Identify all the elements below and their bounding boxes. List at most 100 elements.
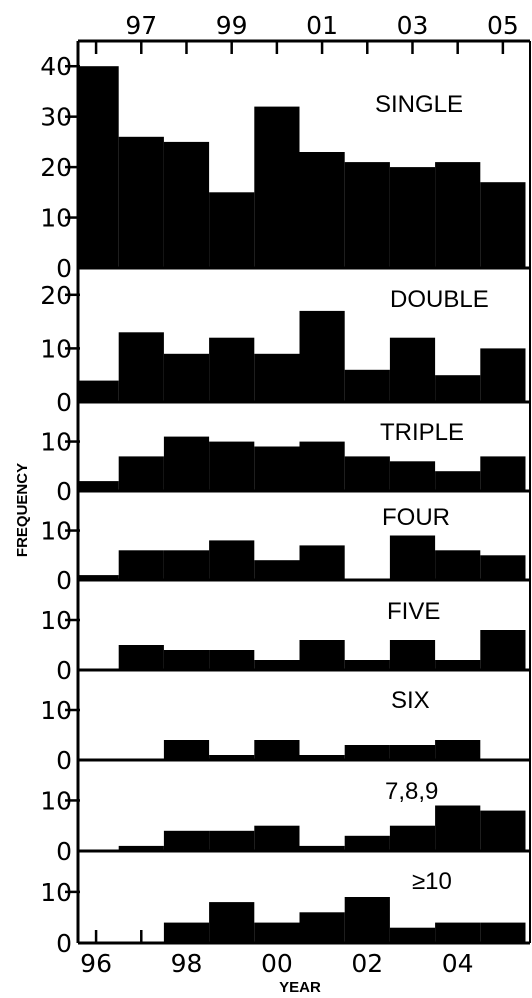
bar	[254, 446, 300, 491]
y-tick-label: 0	[56, 837, 72, 866]
x-tick-label-bottom: 98	[171, 949, 203, 978]
bar	[299, 845, 345, 851]
bar	[299, 755, 345, 760]
bar	[344, 745, 390, 760]
x-tick-label-bottom: 96	[80, 949, 112, 978]
bar	[78, 66, 119, 268]
panel-label: DOUBLE	[390, 286, 489, 313]
bar	[435, 375, 481, 402]
y-tick-label: 20	[40, 281, 72, 310]
bar	[299, 441, 345, 491]
bar	[344, 369, 390, 402]
panel-label: ≥10	[412, 868, 452, 895]
y-tick-label: 20	[40, 153, 72, 182]
y-tick-label: 0	[56, 929, 72, 958]
bar	[389, 825, 436, 851]
bar	[254, 353, 300, 402]
bar	[209, 192, 255, 268]
bar	[209, 650, 255, 670]
bar	[163, 650, 210, 670]
bar	[209, 755, 255, 760]
bar	[118, 645, 164, 670]
bar	[78, 380, 119, 402]
bar	[389, 745, 436, 760]
bar	[299, 545, 345, 580]
bar	[480, 182, 526, 268]
bar	[254, 825, 300, 851]
bar	[435, 805, 481, 851]
x-tick-label-top: 01	[306, 11, 338, 40]
x-tick-label-bottom: 04	[442, 949, 474, 978]
bar	[389, 640, 436, 670]
x-tick-label-top: 99	[216, 11, 248, 40]
y-tick-label: 0	[56, 566, 72, 595]
panel-label: FOUR	[382, 504, 450, 531]
bar	[344, 162, 390, 268]
bar	[480, 630, 526, 670]
bar	[435, 162, 481, 268]
bar	[163, 353, 210, 402]
panel-label: 7,8,9	[385, 778, 438, 805]
bar	[209, 337, 255, 402]
bar	[389, 337, 436, 402]
bar	[209, 441, 255, 491]
bar	[118, 136, 164, 268]
bar	[78, 575, 119, 580]
panel-label: SINGLE	[375, 91, 463, 118]
bar	[163, 436, 210, 491]
y-tick-label: 0	[56, 477, 72, 506]
y-tick-label: 10	[40, 786, 72, 815]
y-tick-label: 40	[40, 52, 72, 81]
bar	[118, 845, 164, 851]
bar	[299, 310, 345, 402]
ticks-layer	[65, 41, 505, 943]
bar	[163, 141, 210, 268]
x-tick-label-bottom: 02	[351, 949, 383, 978]
y-axis-title: FREQUENCY	[14, 463, 31, 557]
panel-label: TRIPLE	[380, 419, 464, 446]
y-tick-label: 0	[56, 254, 72, 283]
panel-label: SIX	[391, 687, 430, 714]
bar	[163, 550, 210, 580]
bar	[254, 106, 300, 268]
bar	[209, 830, 255, 851]
bar	[78, 481, 119, 491]
bar	[389, 535, 436, 580]
x-tick-label-top: 97	[125, 11, 157, 40]
bar	[344, 835, 390, 851]
bar	[480, 555, 526, 580]
bars-layer	[78, 66, 526, 943]
y-tick-label: 0	[56, 656, 72, 685]
y-tick-label: 10	[40, 517, 72, 546]
bar	[344, 456, 390, 491]
bar	[389, 461, 436, 491]
panel-label: FIVE	[387, 598, 440, 625]
x-tick-label-bottom: 00	[261, 949, 293, 978]
bar	[163, 740, 210, 760]
x-tick-label-top: 03	[397, 11, 429, 40]
bar	[480, 348, 526, 402]
bar	[163, 830, 210, 851]
bar	[480, 456, 526, 491]
bar	[389, 167, 436, 268]
bar	[344, 660, 390, 670]
bar	[118, 456, 164, 491]
y-tick-label: 10	[40, 606, 72, 635]
y-tick-label: 30	[40, 103, 72, 132]
y-tick-label: 10	[40, 878, 72, 907]
y-tick-label: 10	[40, 428, 72, 457]
bar	[118, 550, 164, 580]
y-tick-label: 0	[56, 388, 72, 417]
y-tick-label: 10	[40, 696, 72, 725]
bar	[254, 560, 300, 580]
y-tick-label: 0	[56, 746, 72, 775]
bar	[209, 540, 255, 580]
y-tick-label: 10	[40, 204, 72, 233]
bar	[480, 810, 526, 851]
bar	[435, 550, 481, 580]
bar	[254, 740, 300, 760]
bar	[299, 640, 345, 670]
y-tick-label: 10	[40, 334, 72, 363]
